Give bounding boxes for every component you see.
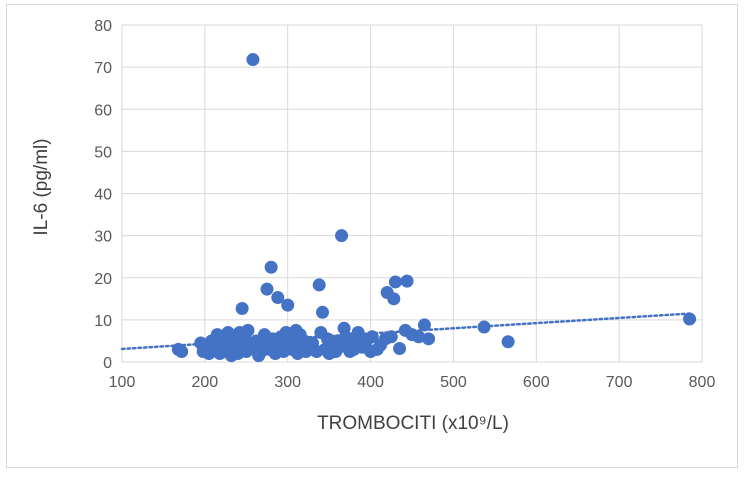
data-point: [351, 326, 365, 340]
data-point: [260, 282, 274, 296]
y-axis-title: IL-6 (pg/ml): [31, 138, 52, 235]
y-tick-label: 80: [94, 18, 112, 35]
data-point: [271, 291, 285, 305]
y-tick-label: 70: [94, 60, 112, 77]
data-point: [241, 323, 255, 337]
data-point: [281, 298, 295, 312]
data-point: [393, 342, 407, 356]
x-axis-title: TROMBOCITI (x10⁹/L): [317, 413, 509, 434]
y-tick-label: 0: [103, 355, 112, 372]
y-tick-label: 10: [94, 313, 112, 330]
data-point: [235, 302, 249, 316]
data-points: [171, 53, 697, 363]
data-point: [316, 305, 330, 319]
scatter-chart: 100 200 300 400 500 600 700 800 0 10 20 30 40 50 60 70 8…: [31, 18, 715, 434]
x-tick-label: 100: [109, 374, 136, 391]
data-point: [384, 330, 398, 344]
data-point: [365, 330, 379, 344]
data-point: [279, 326, 293, 340]
x-tick-label: 300: [274, 374, 301, 391]
data-point: [422, 332, 436, 346]
data-point: [264, 260, 278, 274]
y-tick-label: 40: [94, 187, 112, 204]
x-tick-label: 700: [606, 374, 633, 391]
y-tick-label: 20: [94, 271, 112, 288]
data-point: [335, 229, 349, 243]
x-tick-label: 200: [192, 374, 219, 391]
data-point: [412, 330, 426, 344]
data-point: [477, 320, 491, 334]
data-point: [683, 312, 697, 326]
data-point: [246, 53, 260, 67]
data-point: [175, 344, 189, 358]
y-tick-label: 60: [94, 102, 112, 119]
x-tick-label: 400: [357, 374, 384, 391]
data-point: [501, 335, 515, 349]
x-tick-label: 600: [523, 374, 550, 391]
data-point: [312, 278, 326, 292]
x-tick-label: 500: [440, 374, 467, 391]
tick-labels: 100 200 300 400 500 600 700 800 0 10 20 30 40 50 60 70 8…: [94, 18, 715, 391]
y-tick-label: 30: [94, 229, 112, 246]
chart-area: 100 200 300 400 500 600 700 800 0 10 20 30 40 50 60 70 8…: [6, 4, 738, 468]
data-point: [400, 274, 414, 288]
gridlines: [121, 24, 703, 363]
y-tick-label: 50: [94, 144, 112, 161]
x-tick-label: 800: [689, 374, 716, 391]
data-point: [387, 292, 401, 306]
data-point: [388, 275, 402, 289]
data-point: [417, 318, 431, 332]
